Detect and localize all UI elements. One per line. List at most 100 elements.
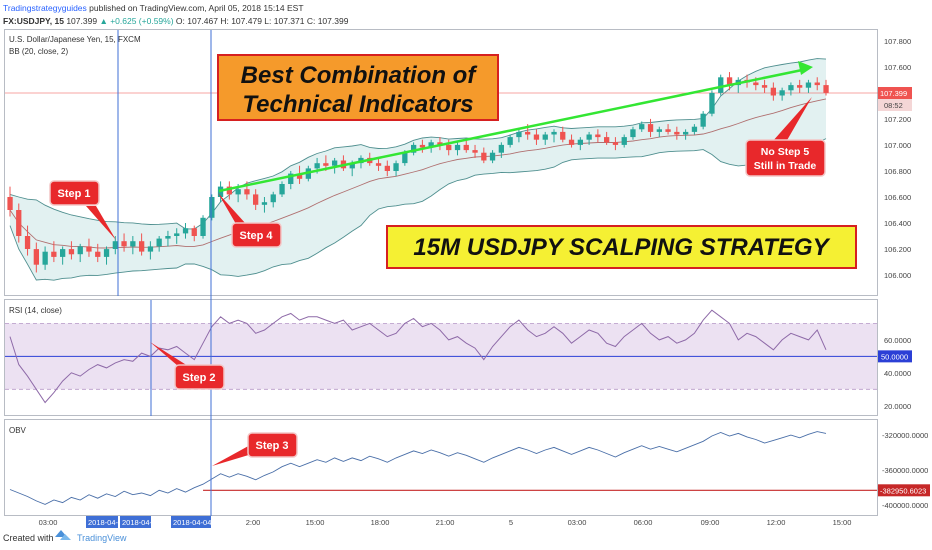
rsi-line (9, 309, 827, 404)
candle-body (779, 90, 785, 96)
candle-body (595, 134, 601, 138)
candle-body (472, 150, 478, 153)
candle-body (498, 144, 504, 153)
candle-body (139, 241, 145, 252)
candle-body (630, 129, 636, 138)
candle-body (393, 163, 399, 171)
step1-label: Step 1 (57, 188, 90, 200)
x-tick-label: 03:00 (39, 518, 58, 527)
candle-body (489, 152, 496, 161)
obv-marker-box (878, 484, 930, 497)
tradingview-logo-icon (55, 530, 71, 540)
candle-body (42, 251, 48, 265)
candle-body (454, 144, 461, 151)
price-marker-box (878, 86, 912, 99)
rsi-tick-label: 60.0000 (884, 336, 911, 345)
candle-body (481, 152, 487, 161)
rsi-tick-label: 40.0000 (884, 369, 911, 378)
candle-body (525, 131, 531, 135)
candle-body (77, 246, 83, 255)
price-marker-label: 107.399 (880, 89, 907, 98)
brand-link[interactable]: Tradingstrategyguides (3, 3, 87, 13)
candle-body (604, 137, 610, 143)
candle-body (647, 124, 654, 132)
x-tick-label: 2018-04-04 10:15:00 (173, 518, 243, 527)
price-tick-label: 107.000 (884, 141, 911, 150)
candle-body (726, 77, 733, 86)
step3-label: Step 3 (255, 440, 288, 452)
x-tick-label: 2018-04-04 07:30:00 (122, 518, 192, 527)
x-tick-label: 15:00 (833, 518, 852, 527)
rsi-tick-label: 20.0000 (884, 402, 911, 411)
candle-body (718, 77, 724, 93)
candle-body (683, 131, 689, 135)
axes: 107.800107.600107.400107.200107.000106.8… (39, 37, 930, 528)
rsi-label: RSI (14, close) (9, 306, 62, 315)
strategy-title: 15M USDJPY SCALPING STRATEGY (413, 234, 830, 261)
strategy-box: 15M USDJPY SCALPING STRATEGY (386, 225, 857, 269)
candle-body (823, 85, 829, 93)
candle-body (761, 85, 768, 88)
candle-body (86, 246, 92, 252)
x-tick-highlight (120, 516, 151, 528)
x-tick-label: 2:00 (246, 518, 261, 527)
candle-body (551, 131, 557, 135)
candle-body (288, 173, 294, 184)
candle-body (770, 87, 776, 96)
candle-body (200, 217, 206, 236)
candle-body (279, 184, 285, 195)
header-line1: Tradingstrategyguides published on Tradi… (3, 3, 304, 13)
candle-body (174, 233, 180, 236)
step4-label: Step 4 (239, 230, 273, 242)
obv-tick-label: -320000.0000 (882, 431, 928, 440)
candle-body (323, 163, 329, 166)
candle-body (691, 126, 698, 132)
price-tick-label: 106.400 (884, 219, 911, 228)
candle-body (814, 82, 820, 86)
trend-arrow (218, 61, 813, 193)
candle-body (753, 82, 759, 86)
obv-tick-label: -400000.0000 (882, 501, 928, 510)
candle-body (147, 246, 154, 252)
x-tick-highlight (171, 516, 211, 528)
step-vertical-lines (117, 30, 212, 516)
candle-body (665, 129, 671, 132)
candle-body (7, 197, 13, 210)
x-tick-label: 15:00 (306, 518, 325, 527)
candle-body (568, 139, 575, 145)
price-tick-label: 107.600 (884, 63, 911, 72)
step5-line2: Still in Trade (754, 160, 817, 172)
x-tick-label: 12:00 (767, 518, 786, 527)
x-tick-label: 5 (509, 518, 513, 527)
obv-tick-label: -360000.0000 (882, 466, 928, 475)
price-tick-label: 107.200 (884, 115, 911, 124)
countdown-box (878, 98, 912, 111)
candle-body (121, 241, 127, 247)
candle-body (674, 131, 680, 135)
x-tick-label: 06:00 (634, 518, 653, 527)
candle-body (402, 152, 408, 164)
candle-body (542, 134, 548, 140)
candle-body (656, 129, 662, 132)
candle-body (182, 228, 189, 234)
candle-body (244, 189, 250, 195)
countdown-label: 08:52 (884, 101, 903, 110)
candle-body (621, 137, 627, 145)
candle-body (639, 124, 645, 130)
bb-upper-line (9, 58, 827, 230)
title-line-1: Best Combination of (241, 62, 478, 89)
main-pane-title: U.S. Dollar/Japanese Yen, 15, FXCM (9, 35, 141, 44)
candle-body (411, 144, 417, 153)
candle-body (560, 131, 566, 140)
candle-body (235, 189, 241, 195)
candle-body (103, 249, 110, 257)
candle-body (805, 82, 812, 88)
candle-body (428, 142, 434, 148)
rsi-marker-label: 50.0000 (881, 352, 908, 361)
candle-body (700, 113, 706, 127)
price-tick-label: 106.200 (884, 245, 911, 254)
obv-marker-label: -382950.6023 (880, 486, 926, 495)
tradingview-brand[interactable]: TradingView (77, 533, 127, 543)
rsi-marker-box (878, 350, 912, 363)
